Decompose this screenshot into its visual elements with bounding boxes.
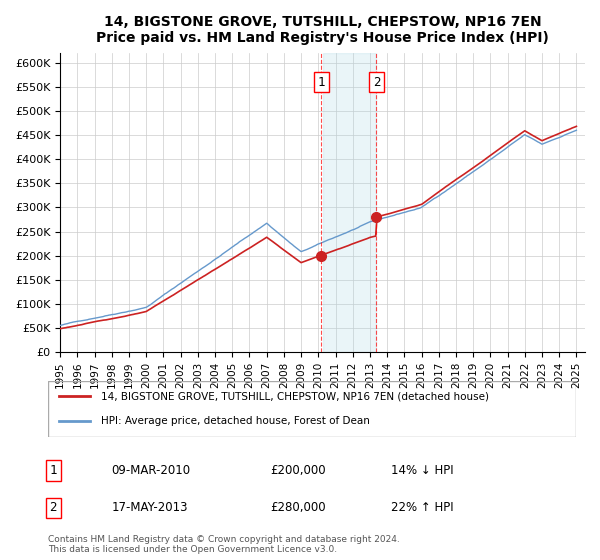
Text: 14, BIGSTONE GROVE, TUTSHILL, CHEPSTOW, NP16 7EN (detached house): 14, BIGSTONE GROVE, TUTSHILL, CHEPSTOW, … [101,391,489,402]
Text: HPI: Average price, detached house, Forest of Dean: HPI: Average price, detached house, Fore… [101,416,370,426]
Text: 09-MAR-2010: 09-MAR-2010 [112,464,190,477]
Title: 14, BIGSTONE GROVE, TUTSHILL, CHEPSTOW, NP16 7EN
Price paid vs. HM Land Registry: 14, BIGSTONE GROVE, TUTSHILL, CHEPSTOW, … [96,15,549,45]
Text: 1: 1 [317,76,325,88]
Text: 2: 2 [373,76,380,88]
Text: 22% ↑ HPI: 22% ↑ HPI [391,501,454,515]
Text: £200,000: £200,000 [270,464,325,477]
Text: Contains HM Land Registry data © Crown copyright and database right 2024.
This d: Contains HM Land Registry data © Crown c… [48,535,400,554]
Text: 17-MAY-2013: 17-MAY-2013 [112,501,188,515]
Text: 2: 2 [50,501,57,515]
Text: £280,000: £280,000 [270,501,325,515]
Text: 14% ↓ HPI: 14% ↓ HPI [391,464,454,477]
Text: 1: 1 [50,464,57,477]
